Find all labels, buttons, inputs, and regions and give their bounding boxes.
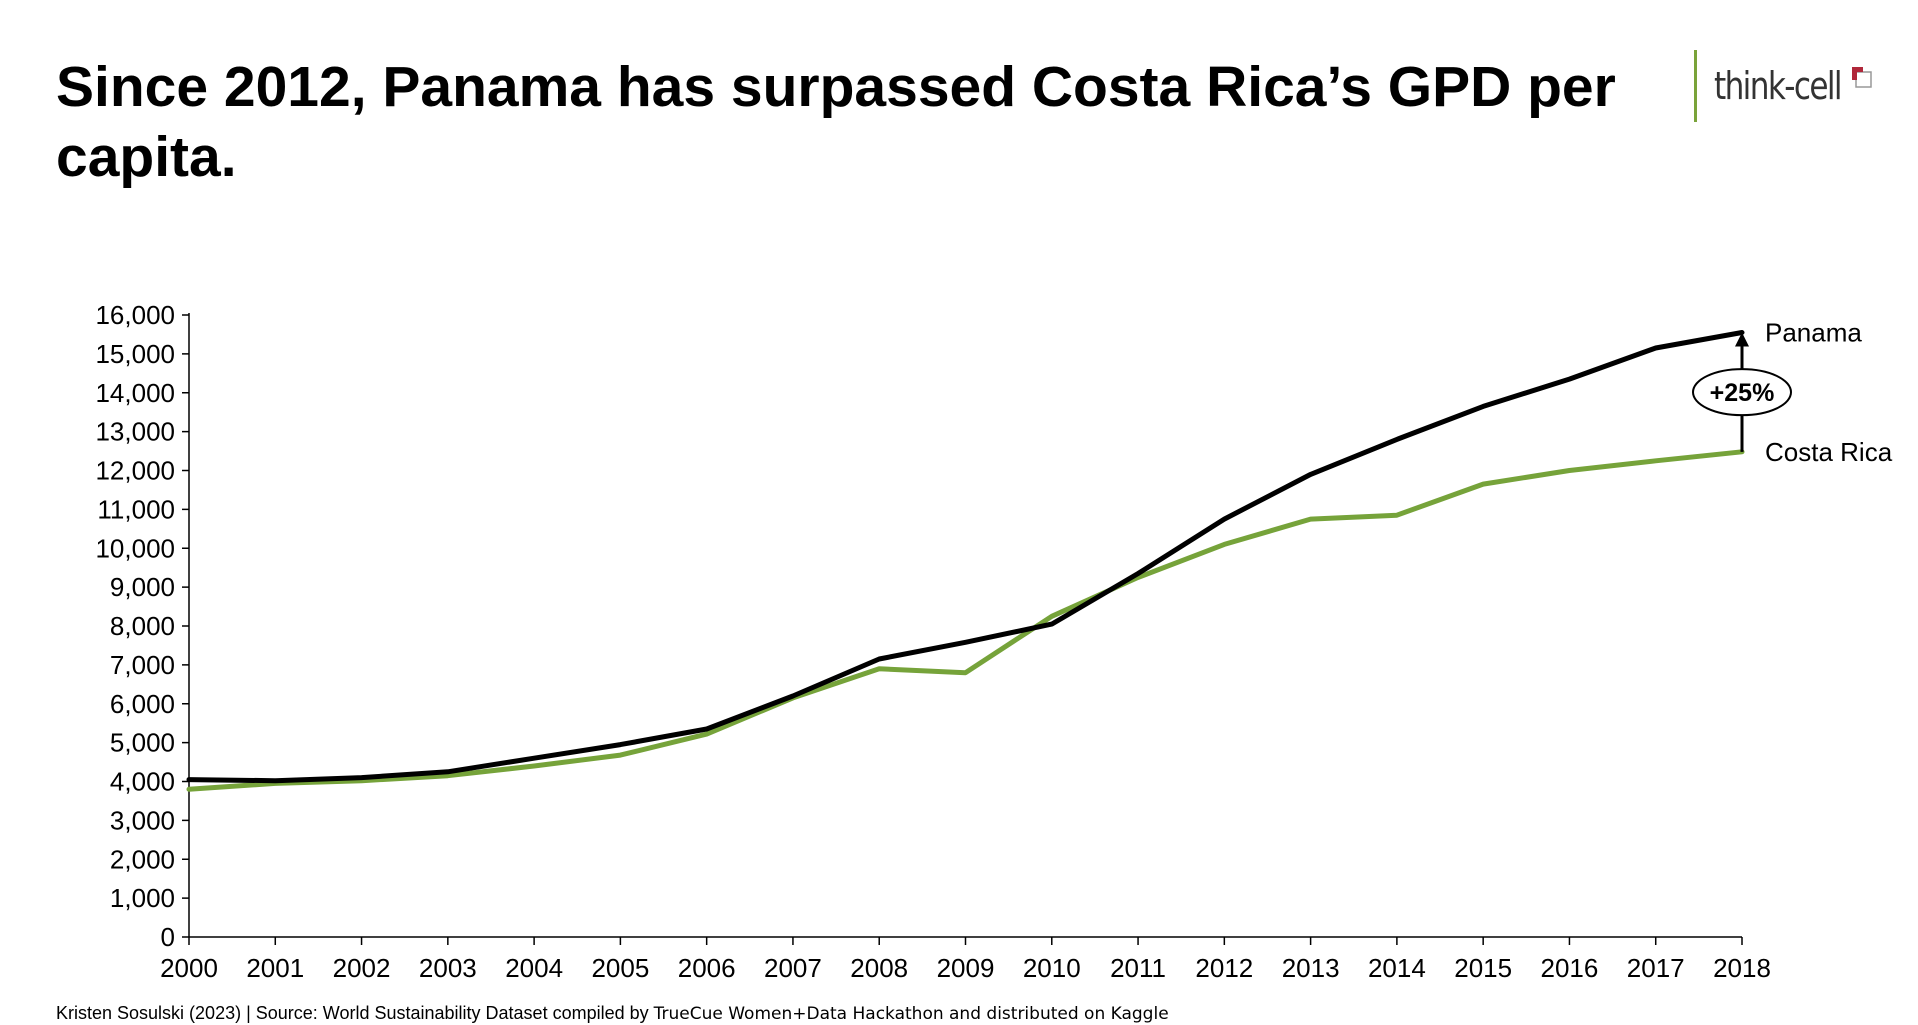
y-tick-label: 15,000 [95,339,175,369]
x-tick-label: 2001 [246,953,304,983]
logo-accent-bar [1694,50,1697,122]
y-tick-label: 4,000 [110,767,175,797]
series-line-panama [186,330,1745,784]
x-tick-label: 2013 [1282,953,1340,983]
x-tick-label: 2006 [678,953,736,983]
logo-text: think-cell [1714,64,1843,108]
y-tick-label: 2,000 [110,844,175,874]
x-tick-label: 2017 [1627,953,1685,983]
line-chart: 0 1,000 2,000 3,000 4,000 5,000 6,000 7,000 8,00… [95,300,1893,983]
logo-page-icon [1852,67,1872,88]
x-tick-label: 2008 [850,953,908,983]
think-cell-logo: think-cell [1694,50,1894,122]
y-tick-label: 3,000 [110,805,175,835]
y-tick-label: 8,000 [110,611,175,641]
x-tick-label: 2002 [333,953,391,983]
x-tick-label: 2005 [591,953,649,983]
source-text-rest: TrueCue Women+Data Hackathon and distrib… [653,1004,1169,1024]
y-tick-label: 11,000 [97,494,175,524]
y-tick-label: 13,000 [95,417,175,447]
y-tick-label: 9,000 [110,572,175,602]
source-footnote: Kristen Sosulski (2023) | Source: World … [56,1003,1169,1024]
x-tick-label: 2000 [160,953,218,983]
y-tick-label: 0 [161,922,175,952]
x-tick-label: 2003 [419,953,477,983]
x-tick-label: 2010 [1023,953,1081,983]
y-tick-label: 5,000 [110,728,175,758]
y-tick-label: 16,000 [95,300,175,330]
y-tick-label: 14,000 [95,378,175,408]
y-tick-label: 7,000 [110,650,175,680]
source-text-main: Kristen Sosulski (2023) | Source: World … [56,1003,654,1023]
difference-arrow-head [1735,332,1749,347]
y-tick-label: 1,000 [110,883,175,913]
x-tick-label: 2007 [764,953,822,983]
x-tick-label: 2004 [505,953,563,983]
x-tick-label: 2009 [937,953,995,983]
difference-bubble [1692,368,1792,417]
series-label-panama: Panama [1765,317,1862,347]
chart-title: Since 2012, Panama has surpassed Costa R… [56,55,1616,189]
x-tick-label: 2011 [1110,953,1166,983]
x-tick-label: 2014 [1368,953,1426,983]
x-tick-label: 2016 [1541,953,1599,983]
x-tick-label: 2015 [1454,953,1512,983]
y-tick-label: 12,000 [95,456,175,486]
difference-label: +25% [1710,379,1775,407]
series-line-costa-rica [186,449,1745,792]
series-label-costa-rica: Costa Rica [1765,437,1893,467]
y-tick-label: 10,000 [95,533,175,563]
x-tick-label: 2012 [1195,953,1253,983]
y-tick-label: 6,000 [110,689,175,719]
x-tick-label: 2018 [1713,953,1771,983]
